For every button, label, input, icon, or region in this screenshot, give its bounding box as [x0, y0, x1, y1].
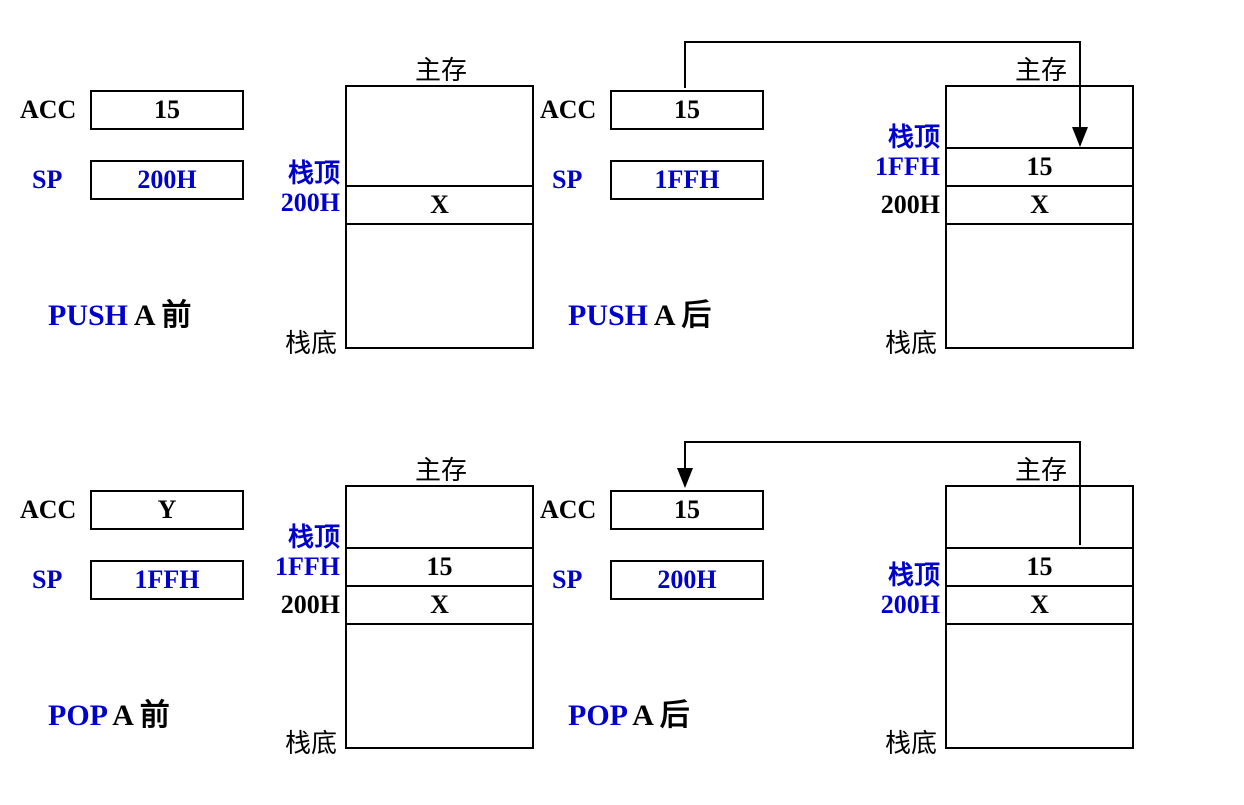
caption-push-before: PUSH A 前	[48, 290, 191, 334]
sp-label: SP	[32, 165, 62, 195]
push-arrow-icon	[520, 0, 1240, 400]
stack-bottom-label: 栈底	[285, 723, 337, 760]
acc-label: ACC	[20, 95, 76, 125]
addr-200h: 200H	[260, 188, 340, 218]
acc-label: ACC	[20, 495, 76, 525]
sp-label: SP	[32, 565, 62, 595]
caption-rest: A 前	[106, 699, 169, 732]
pop-arrow-icon	[520, 400, 1240, 800]
sp-box: 200H	[90, 160, 244, 200]
panel-pop-after: ACC 15 SP 200H 主存 15 X 栈顶 200H 栈底 POP A …	[520, 400, 1240, 800]
memory-title: 主存	[415, 50, 467, 87]
acc-box: 15	[90, 90, 244, 130]
memory-title: 主存	[415, 450, 467, 487]
stack-top-label: 栈顶	[270, 153, 340, 190]
caption-pop-before: POP A 前	[48, 690, 170, 734]
addr-200h: 200H	[260, 590, 340, 620]
addr-1ffh: 1FFH	[260, 552, 340, 582]
sp-box: 1FFH	[90, 560, 244, 600]
panel-push-after: ACC 15 SP 1FFH 主存 15 X 栈顶 1FFH 200H 栈底 P…	[520, 0, 1240, 400]
caption-rest: A 前	[128, 299, 191, 332]
stack-top-label: 栈顶	[270, 517, 340, 554]
acc-box: Y	[90, 490, 244, 530]
memory-cell-x: X	[345, 585, 534, 625]
caption-op: PUSH	[48, 299, 128, 332]
memory-cell-15: 15	[345, 547, 534, 587]
stack-bottom-label: 栈底	[285, 323, 337, 360]
caption-op: POP	[48, 699, 106, 732]
memory-cell-x: X	[345, 185, 534, 225]
